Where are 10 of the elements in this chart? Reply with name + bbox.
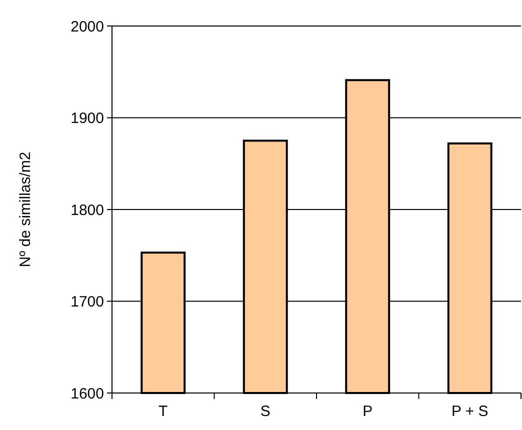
y-axis-title: Nº de simillas/m2	[17, 152, 34, 268]
x-tick-label: P + S	[451, 403, 488, 420]
y-tick-label: 1700	[70, 294, 104, 310]
y-tick-label: 1900	[70, 110, 104, 127]
y-tick-label: 1600	[70, 385, 104, 402]
y-tick-label: 1800	[70, 202, 104, 219]
y-tick-label: 2000	[70, 18, 104, 36]
x-tick-label: S	[260, 403, 270, 420]
x-tick-label: T	[158, 403, 168, 420]
x-tick-label: P	[362, 403, 373, 420]
